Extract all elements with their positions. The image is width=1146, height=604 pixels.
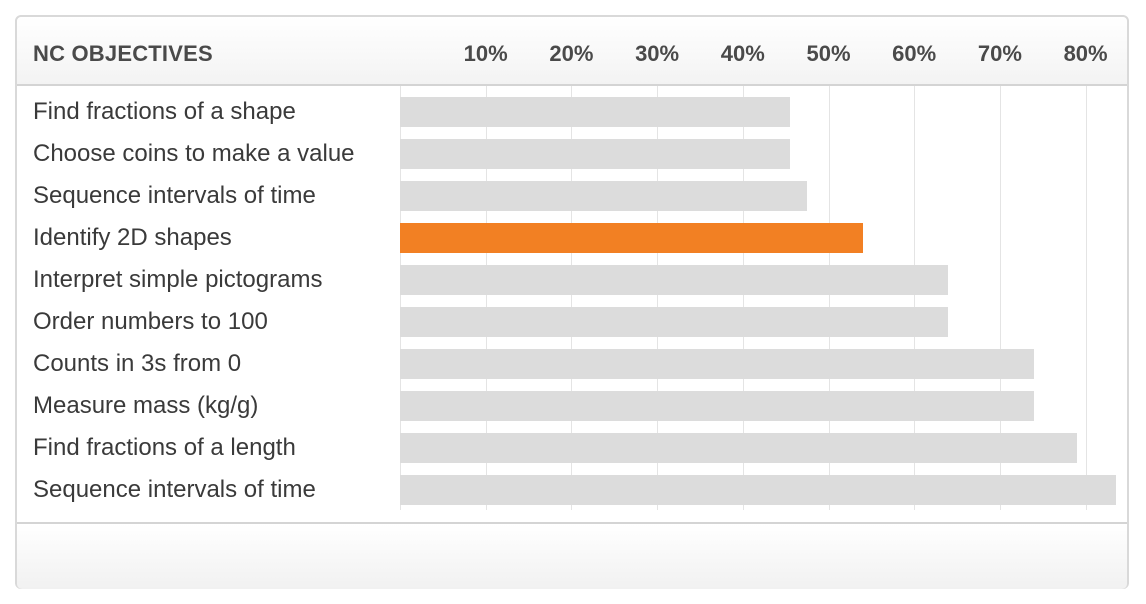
- gridline: [742, 86, 744, 510]
- x-tick-label: 70%: [977, 41, 1022, 66]
- category-label: Choose coins to make a value: [33, 140, 355, 167]
- category-label: Order numbers to 100: [33, 308, 268, 335]
- chart-footer: [17, 522, 1127, 589]
- gridline: [485, 86, 487, 510]
- gridline: [828, 86, 830, 510]
- category-label: Identify 2D shapes: [33, 224, 232, 251]
- category-label: Find fractions of a shape: [33, 98, 296, 125]
- y-axis-line: [400, 86, 401, 510]
- bar: [400, 307, 949, 337]
- bar: [400, 223, 863, 253]
- category-label: Interpret simple pictograms: [33, 266, 323, 293]
- bar: [400, 97, 790, 127]
- gridline: [914, 86, 916, 510]
- chart-header-title: NC OBJECTIVES: [33, 41, 213, 66]
- objectives-chart-panel: NC OBJECTIVES 10% 20% 30% 40% 50% 60% 70% 80% F…: [15, 15, 1129, 589]
- bar: [400, 391, 1035, 421]
- bar: [400, 349, 1035, 379]
- category-label: Sequence intervals of time: [33, 182, 316, 209]
- category-label: Sequence intervals of time: [33, 476, 316, 503]
- bar: [400, 181, 808, 211]
- chart-plot-area: Find fractions of a shape Choose coins to…: [17, 86, 1127, 510]
- bar: [400, 475, 1116, 505]
- x-tick-label: 60%: [892, 41, 937, 66]
- chart-header: NC OBJECTIVES 10% 20% 30% 40% 50% 60% 70% 80%: [17, 17, 1127, 86]
- category-label: Counts in 3s from 0: [33, 350, 242, 377]
- x-tick-label: 50%: [806, 41, 851, 66]
- gridline: [571, 86, 573, 510]
- category-label: Measure mass (kg/g): [33, 392, 259, 419]
- bar: [400, 433, 1078, 463]
- x-tick-label: 10%: [463, 41, 508, 66]
- x-tick-label: 30%: [635, 41, 680, 66]
- category-label: Find fractions of a length: [33, 434, 296, 461]
- bar: [400, 139, 790, 169]
- x-tick-label: 20%: [549, 41, 594, 66]
- x-tick-label: 80%: [1063, 41, 1108, 66]
- gridline: [999, 86, 1001, 510]
- bar: [400, 265, 949, 295]
- gridline: [1085, 86, 1087, 510]
- x-tick-label: 40%: [720, 41, 765, 66]
- gridline: [657, 86, 659, 510]
